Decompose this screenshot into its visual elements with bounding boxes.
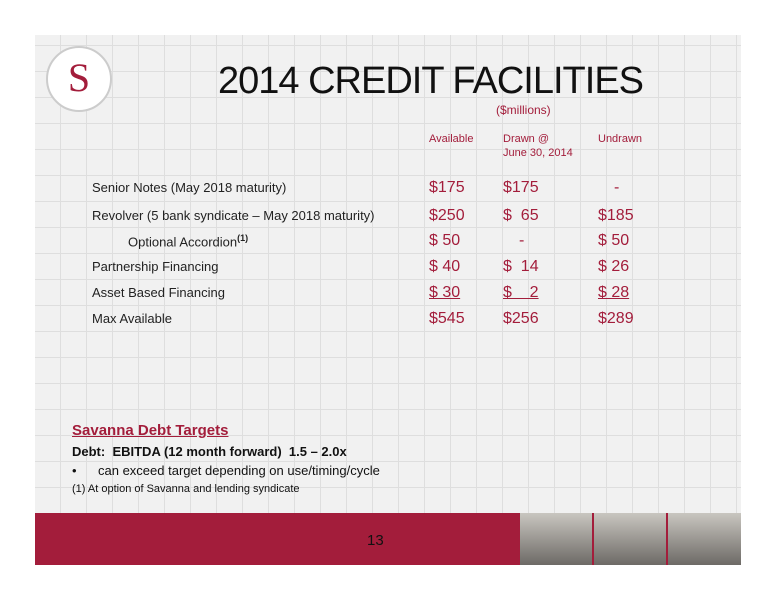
cell: $ 65 (503, 207, 539, 224)
footnote: (1) At option of Savanna and lending syn… (72, 483, 300, 495)
column-header: Undrawn (598, 133, 643, 145)
cell: $175 (429, 179, 465, 196)
cell: $289 (598, 310, 634, 327)
cell: $545 (429, 310, 465, 327)
cell: $185 (598, 207, 634, 224)
bullet-symbol: • (72, 463, 77, 478)
targets-ratio: Debt: EBITDA (12 month forward) 1.5 – 2.… (72, 444, 347, 459)
cell: $ 50 (429, 232, 461, 249)
cell: $175 (503, 179, 539, 196)
logo: S (46, 46, 112, 112)
subtitle: ($millions) (496, 103, 551, 117)
page-number: 13 (367, 532, 384, 549)
cell: $ 28 (598, 284, 630, 301)
cell: $250 (429, 207, 465, 224)
title: 2014 CREDIT FACILITIES (218, 60, 644, 102)
targets-heading: Savanna Debt Targets (72, 422, 229, 439)
column-header: Drawn @ (503, 133, 550, 145)
row-label: Optional Accordion(1) (128, 233, 249, 250)
column-header: Available (429, 133, 474, 145)
targets-bullet: can exceed target depending on use/timin… (98, 463, 380, 478)
cell: - (519, 232, 525, 249)
cell: $ 50 (598, 232, 630, 249)
footnote-ref: (1) (237, 233, 249, 243)
photo (594, 513, 666, 565)
photo (520, 513, 592, 565)
cell: $256 (503, 310, 539, 327)
row-label: Senior Notes (May 2018 maturity) (92, 180, 287, 195)
column-header: June 30, 2014 (503, 147, 573, 159)
row-label: Asset Based Financing (92, 285, 225, 300)
row-label: Revolver (5 bank syndicate – May 2018 ma… (92, 208, 375, 223)
cell: - (614, 179, 620, 196)
cell: $ 40 (429, 258, 461, 275)
photo (668, 513, 741, 565)
row-label: Max Available (92, 311, 172, 326)
slide-background (35, 35, 741, 513)
cell: $ 30 (429, 284, 461, 301)
cell: $ 2 (503, 284, 539, 301)
logo-circle (46, 46, 112, 112)
row-label: Partnership Financing (92, 259, 219, 274)
logo-letter: S (68, 55, 90, 100)
cell: $ 14 (503, 258, 539, 275)
cell: $ 26 (598, 258, 630, 275)
